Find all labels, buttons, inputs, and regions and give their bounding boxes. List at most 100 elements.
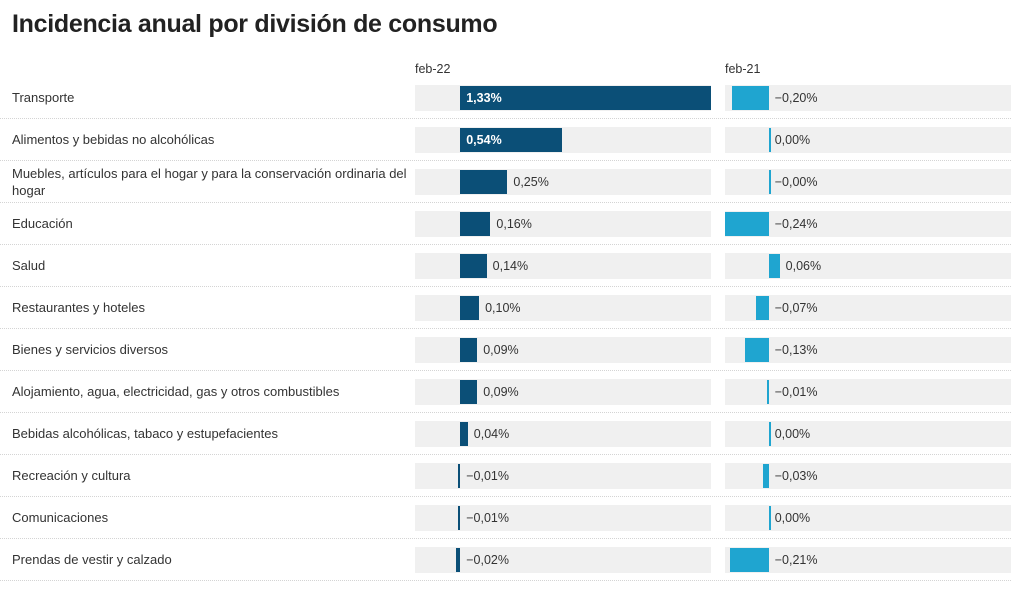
value-label: −0,01% [466, 468, 509, 483]
value-label: 0,04% [473, 426, 510, 441]
bar-track: −0,00% [725, 168, 1011, 195]
bar [460, 127, 563, 152]
bar-track: −0,01% [415, 504, 711, 531]
bar [460, 211, 491, 236]
bar-track: 0,00% [725, 126, 1011, 153]
bar-track: −0,20% [725, 84, 1011, 111]
value-label: 0,16% [496, 216, 532, 231]
value-label: 1,33% [466, 90, 502, 105]
row: Muebles, artículos para el hogar y para … [0, 161, 1011, 203]
column-header: feb-21 [725, 62, 761, 76]
bar [460, 295, 480, 320]
row-label: Transporte [12, 90, 75, 105]
bar [458, 463, 461, 488]
row: Bebidas alcohólicas, tabaco y estupefaci… [0, 413, 1011, 455]
bar [458, 505, 461, 530]
bar-track: 1,33% [415, 84, 711, 111]
row-label: Muebles, artículos para el hogar y para … [12, 165, 407, 198]
row-label: Bienes y servicios diversos [12, 342, 169, 357]
bar-track: 0,00% [725, 420, 1011, 447]
bar [460, 421, 468, 446]
row: Transporte 1,33% −0,20% [0, 77, 1011, 119]
value-label: −0,00% [774, 174, 818, 189]
bar [732, 85, 769, 110]
bar-track: −0,21% [725, 546, 1011, 573]
row: Salud 0,14% 0,06% [0, 245, 1011, 287]
value-label: −0,01% [466, 510, 509, 525]
row: Restaurantes y hoteles 0,10% −0,07% [0, 287, 1011, 329]
bar-track: −0,24% [725, 210, 1011, 237]
bar [460, 379, 478, 404]
bar-track: 0,10% [415, 294, 711, 321]
bar-track: −0,02% [415, 546, 711, 573]
row-label: Salud [12, 258, 46, 273]
value-label: 0,00% [774, 426, 811, 441]
bar [745, 337, 769, 362]
rows: Transporte 1,33% −0,20% Alimentos y bebidas… [0, 77, 1011, 581]
bar [460, 253, 487, 278]
row: Prendas de vestir y calzado −0,02% −0,21% [0, 539, 1011, 581]
bar [768, 253, 780, 278]
value-label: −0,01% [774, 384, 818, 399]
row-label: Restaurantes y hoteles [12, 300, 145, 315]
row-label: Recreación y cultura [12, 468, 131, 483]
bar-track: −0,03% [725, 462, 1011, 489]
bar [460, 85, 711, 110]
value-label: −0,07% [774, 300, 818, 315]
row-label: Comunicaciones [12, 510, 109, 525]
bar-track: −0,13% [725, 336, 1011, 363]
value-label: −0,13% [774, 342, 818, 357]
row-label: Alimentos y bebidas no alcohólicas [12, 132, 215, 147]
value-label: 0,10% [485, 300, 521, 315]
bar-track: 0,04% [415, 420, 711, 447]
row: Educación 0,16% −0,24% [0, 203, 1011, 245]
bar [755, 295, 769, 320]
bar [766, 379, 769, 404]
bar [460, 337, 478, 362]
bar [768, 505, 771, 530]
bar [768, 169, 771, 194]
bar [460, 169, 508, 194]
bar-track: 0,54% [415, 126, 711, 153]
bar [768, 421, 771, 446]
bar-track: 0,25% [415, 168, 711, 195]
value-label: −0,03% [774, 468, 818, 483]
value-label: 0,54% [466, 132, 502, 147]
bar-track: −0,07% [725, 294, 1011, 321]
value-label: −0,02% [466, 552, 509, 567]
bar-track: 0,00% [725, 504, 1011, 531]
bar [725, 211, 769, 236]
bar-track: 0,09% [415, 378, 711, 405]
bar [730, 547, 769, 572]
value-label: 0,06% [785, 258, 822, 273]
row: Comunicaciones −0,01% 0,00% [0, 497, 1011, 539]
value-label: 0,14% [492, 258, 529, 273]
row: Alojamiento, agua, electricidad, gas y o… [0, 371, 1011, 413]
chart-title: Incidencia anual por división de consumo [12, 10, 498, 38]
bar [763, 463, 769, 488]
value-label: 0,00% [774, 510, 811, 525]
column-header: feb-22 [415, 62, 451, 76]
row-label: Alojamiento, agua, electricidad, gas y o… [12, 384, 340, 399]
row-label: Educación [12, 216, 73, 231]
value-label: −0,21% [774, 552, 818, 567]
bar-track: 0,09% [415, 336, 711, 363]
value-label: 0,25% [513, 174, 549, 189]
bar [768, 127, 771, 152]
row-label: Bebidas alcohólicas, tabaco y estupefaci… [12, 426, 278, 441]
bar-track: −0,01% [725, 378, 1011, 405]
value-label: −0,20% [774, 90, 818, 105]
row: Recreación y cultura −0,01% −0,03% [0, 455, 1011, 497]
row-label: Prendas de vestir y calzado [12, 552, 172, 567]
bar [456, 547, 461, 572]
bar-track: 0,14% [415, 252, 711, 279]
value-label: 0,09% [483, 342, 519, 357]
bar-track: 0,16% [415, 210, 711, 237]
bar-track: −0,01% [415, 462, 711, 489]
bar-track: 0,06% [725, 252, 1011, 279]
row: Alimentos y bebidas no alcohólicas 0,54% 0… [0, 119, 1011, 161]
row: Bienes y servicios diversos 0,09% −0,13% [0, 329, 1011, 371]
value-label: 0,00% [774, 132, 811, 147]
value-label: −0,24% [774, 216, 818, 231]
